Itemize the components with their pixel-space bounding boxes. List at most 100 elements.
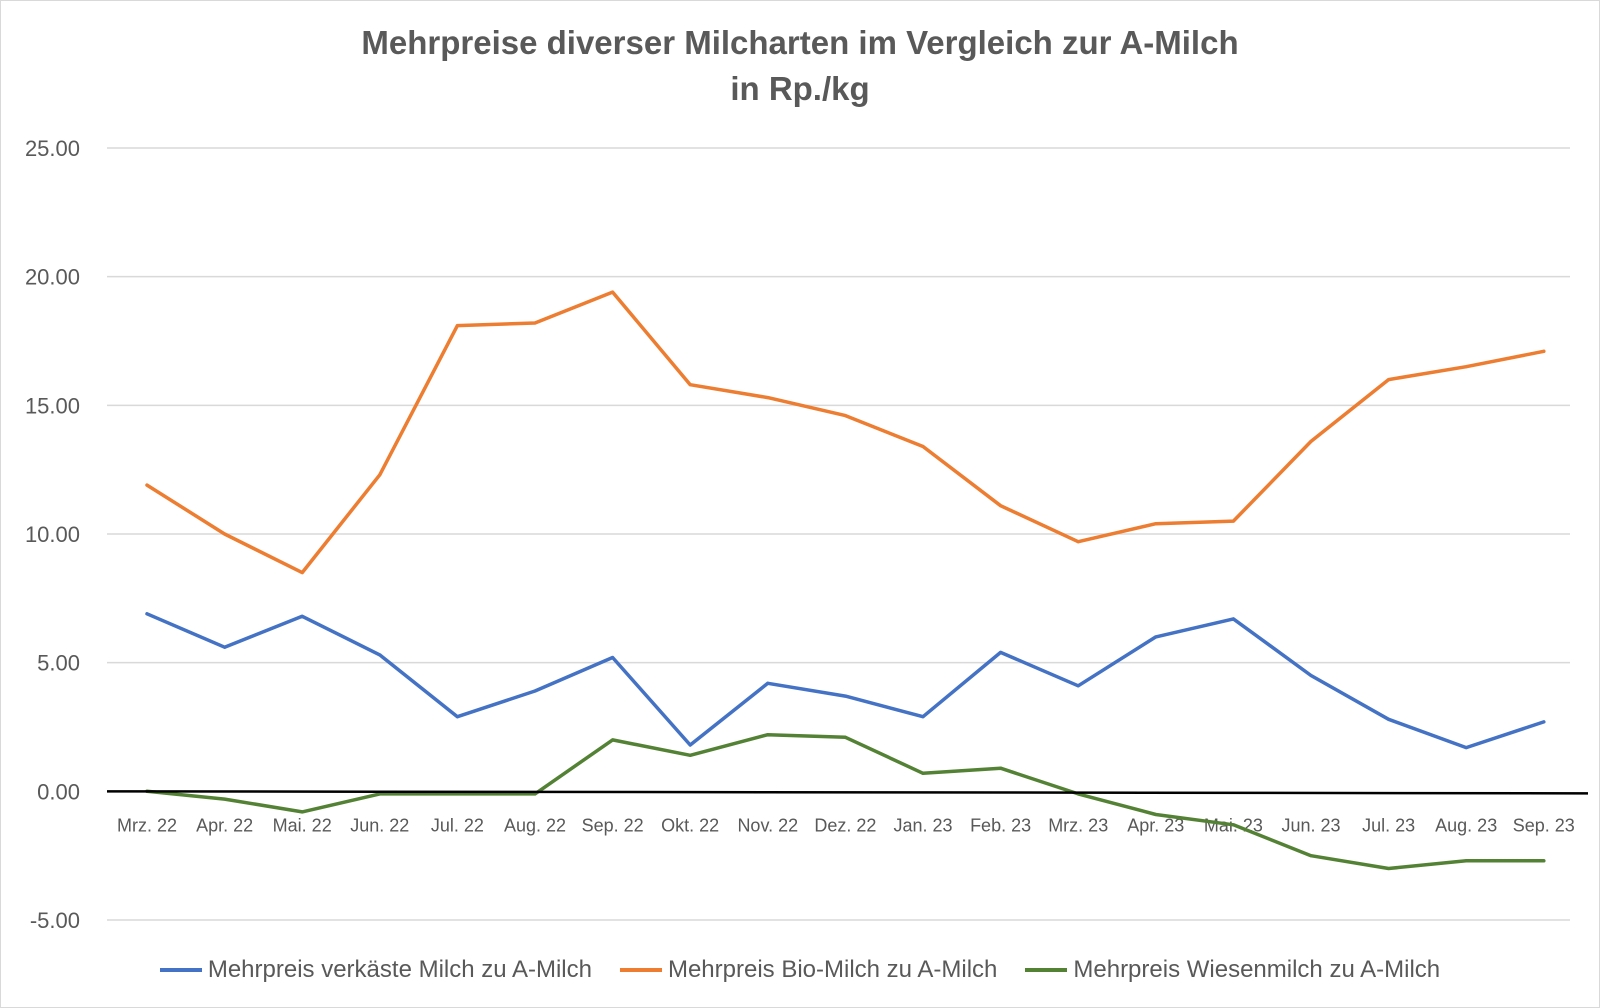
data-point xyxy=(455,715,459,719)
gridlines xyxy=(107,147,1570,921)
data-point xyxy=(766,733,770,737)
data-point xyxy=(1076,684,1080,688)
data-point xyxy=(1231,617,1235,621)
chart-subtitle: in Rp./kg xyxy=(730,70,870,107)
legend-swatch xyxy=(1025,968,1068,972)
x-tick-label: Apr. 22 xyxy=(196,815,253,835)
data-point xyxy=(223,532,227,536)
data-point xyxy=(1076,540,1080,544)
legend-item-1: Mehrpreis verkäste Milch zu A-Milch xyxy=(159,956,592,984)
data-point xyxy=(378,653,382,657)
data-point xyxy=(455,324,459,328)
data-point xyxy=(145,483,149,487)
data-point xyxy=(1231,823,1235,827)
legend-item-3: Mehrpreis Wiesenmilch zu A-Milch xyxy=(1025,956,1440,984)
x-tick-label: Sep. 23 xyxy=(1513,815,1575,835)
data-point xyxy=(766,681,770,685)
data-point xyxy=(843,735,847,739)
data-point xyxy=(1387,867,1391,871)
legend-item-2: Mehrpreis Bio-Milch zu A-Milch xyxy=(619,956,998,984)
data-point xyxy=(533,689,537,693)
data-point xyxy=(378,473,382,477)
x-tick-label: Aug. 22 xyxy=(504,815,566,835)
y-axis-tick-labels: 25.00 20.00 15.00 10.00 5.00 0.00 -5.00 xyxy=(25,136,80,933)
x-tick-label: Apr. 23 xyxy=(1127,815,1184,835)
y-tick-label: 25.00 xyxy=(25,136,80,161)
x-tick-label: Dez. 22 xyxy=(814,815,876,835)
data-point xyxy=(611,290,615,294)
legend-swatch xyxy=(159,968,202,972)
data-point xyxy=(145,612,149,616)
y-tick-label: 5.00 xyxy=(37,651,80,676)
data-point xyxy=(921,445,925,449)
data-point xyxy=(1387,717,1391,721)
x-tick-label: Feb. 23 xyxy=(970,815,1031,835)
data-point xyxy=(1154,635,1158,639)
data-point xyxy=(611,738,615,742)
data-point xyxy=(688,743,692,747)
legend-label: Mehrpreis verkäste Milch zu A-Milch xyxy=(207,956,592,983)
y-tick-label: 15.00 xyxy=(25,393,80,418)
x-tick-label: Jul. 23 xyxy=(1362,815,1415,835)
zero-axis xyxy=(106,790,1589,795)
x-tick-label: Jan. 23 xyxy=(893,815,952,835)
data-point xyxy=(1154,522,1158,526)
y-tick-label: -5.00 xyxy=(30,908,80,933)
x-tick-label: Mrz. 22 xyxy=(117,815,177,835)
y-tick-label: 0.00 xyxy=(37,779,80,804)
data-point xyxy=(300,810,304,814)
data-point xyxy=(1387,378,1391,382)
data-point xyxy=(223,645,227,649)
data-point xyxy=(999,504,1003,508)
data-point xyxy=(1309,674,1313,678)
chart-title-line-1: Mehrpreise diverser Milcharten im Vergle… xyxy=(361,24,1239,61)
data-point xyxy=(999,650,1003,654)
x-tick-label: Okt. 22 xyxy=(661,815,719,835)
series-line-3 xyxy=(145,732,1546,871)
x-axis-line xyxy=(106,790,1589,795)
data-point xyxy=(1542,720,1546,724)
x-tick-label: Nov. 22 xyxy=(737,815,798,835)
x-tick-label: Mrz. 23 xyxy=(1048,815,1108,835)
y-tick-label: 10.00 xyxy=(25,522,80,547)
series-lines xyxy=(145,290,1546,871)
data-point xyxy=(843,694,847,698)
data-point xyxy=(455,792,459,796)
data-point xyxy=(1154,812,1158,816)
data-point xyxy=(921,715,925,719)
data-point xyxy=(1542,859,1546,863)
legend-label: Mehrpreis Bio-Milch zu A-Milch xyxy=(667,956,998,983)
legend-swatch xyxy=(619,968,662,972)
x-tick-label: Mai. 22 xyxy=(273,815,332,835)
x-tick-label: Jun. 23 xyxy=(1281,815,1340,835)
data-point xyxy=(843,414,847,418)
data-point xyxy=(1464,859,1468,863)
legend: Mehrpreis verkäste Milch zu A-Milch Mehrp… xyxy=(0,950,1600,990)
data-point xyxy=(1309,439,1313,443)
x-tick-label: Jun. 22 xyxy=(350,815,409,835)
series-line-1 xyxy=(145,612,1546,750)
y-tick-label: 20.00 xyxy=(25,265,80,290)
data-point xyxy=(1464,746,1468,750)
data-point xyxy=(611,656,615,660)
data-point xyxy=(223,797,227,801)
data-point xyxy=(921,771,925,775)
x-tick-label: Sep. 22 xyxy=(582,815,644,835)
data-point xyxy=(1542,349,1546,353)
data-point xyxy=(300,614,304,618)
x-tick-label: Aug. 23 xyxy=(1435,815,1497,835)
data-point xyxy=(378,792,382,796)
data-point xyxy=(999,766,1003,770)
data-point xyxy=(688,753,692,757)
x-tick-label: Jul. 22 xyxy=(431,815,484,835)
data-point xyxy=(688,383,692,387)
x-axis-tick-labels: Mrz. 22 Apr. 22 Mai. 22 Jun. 22 Jul. 22 Aug. … xyxy=(117,815,1575,835)
series-line-2 xyxy=(145,290,1546,575)
data-point xyxy=(533,321,537,325)
chart-title: Mehrpreise diverser Milcharten im Vergle… xyxy=(0,20,1600,112)
data-point xyxy=(1464,365,1468,369)
legend-label: Mehrpreis Wiesenmilch zu A-Milch xyxy=(1073,956,1441,983)
data-point xyxy=(1309,854,1313,858)
